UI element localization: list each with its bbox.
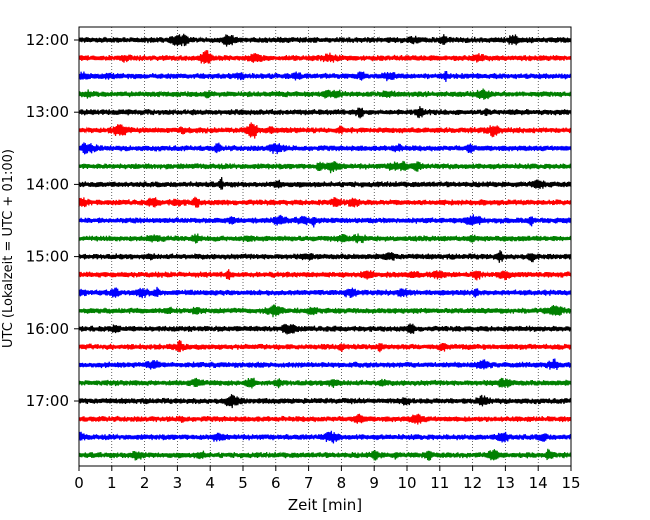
x-tick-label: 11	[430, 474, 449, 492]
trace-line	[78, 70, 572, 83]
x-tick-label: 3	[173, 474, 183, 492]
x-tick-label: 7	[304, 474, 314, 492]
trace-line	[78, 448, 572, 461]
x-tick-label: 6	[271, 474, 281, 492]
y-tick-label: 16:00	[26, 320, 69, 338]
trace-line	[78, 214, 572, 228]
y-tick-label: 14:00	[26, 175, 69, 193]
y-tick-label: 15:00	[26, 248, 69, 266]
x-tick-label: 1	[107, 474, 117, 492]
trace-line	[78, 33, 572, 47]
y-tick-label: 13:00	[26, 103, 69, 121]
trace-line	[78, 340, 572, 353]
trace-line	[78, 160, 572, 174]
x-tick-label: 5	[238, 474, 248, 492]
y-tick-label: 17:00	[26, 392, 69, 410]
trace-line	[78, 286, 572, 299]
trace-line	[78, 377, 572, 389]
y-tick-label: 12:00	[26, 31, 69, 49]
x-tick-label: 12	[463, 474, 482, 492]
x-tick-label: 2	[140, 474, 150, 492]
trace-line	[78, 430, 572, 444]
trace-line	[78, 196, 572, 208]
trace-line	[78, 233, 572, 244]
x-tick-label: 8	[337, 474, 347, 492]
trace-line	[78, 413, 572, 425]
trace-line	[78, 358, 572, 370]
trace-line	[78, 269, 572, 281]
x-tick-label: 14	[529, 474, 548, 492]
seismic-traces	[78, 33, 572, 461]
trace-line	[78, 323, 572, 335]
x-tick-label: 9	[369, 474, 379, 492]
trace-line	[78, 106, 572, 119]
trace-line	[78, 394, 572, 409]
trace-line	[78, 142, 572, 155]
trace-line	[78, 250, 572, 263]
x-axis: 0 1 2 3 4 5 6 7 8 9 10 11 12 13 14 15	[74, 466, 581, 492]
trace-line	[78, 177, 572, 190]
x-tick-label: 0	[74, 474, 84, 492]
x-tick-label: 15	[561, 474, 580, 492]
x-tick-label: 4	[205, 474, 215, 492]
trace-line	[78, 50, 572, 64]
trace-line	[78, 122, 572, 139]
x-tick-label: 10	[397, 474, 416, 492]
y-axis-label: UTC (Lokalzeit = UTC + 01:00)	[1, 149, 16, 348]
x-tick-label: 13	[496, 474, 515, 492]
y-axis: 12:00 13:00 14:00 15:00 16:00 17:00	[26, 31, 79, 410]
x-axis-label: Zeit [min]	[288, 496, 362, 514]
trace-line	[78, 88, 572, 100]
plot-frame	[78, 26, 572, 467]
trace-line	[78, 304, 572, 318]
